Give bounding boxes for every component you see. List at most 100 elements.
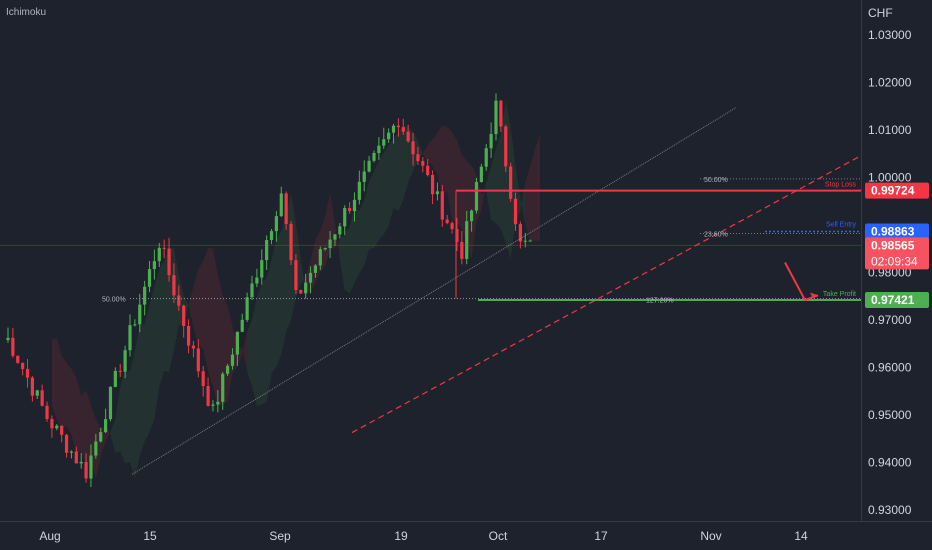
time-tick-label: 15 <box>143 529 157 543</box>
cloud-segment <box>208 247 213 387</box>
candle-body <box>104 419 108 433</box>
cloud-segment <box>354 208 360 283</box>
price-tick-label: 0.93000 <box>868 503 912 517</box>
time-tick-label: Nov <box>700 529 721 543</box>
cloud-segment <box>144 304 150 442</box>
cloud-segment <box>76 377 82 453</box>
candle-body <box>94 441 98 456</box>
cloud-segment <box>125 370 130 464</box>
fib-label: 23.60% <box>704 232 728 239</box>
cloud-segment <box>456 141 462 230</box>
candle-body <box>372 152 376 161</box>
cloud-segment <box>86 390 91 464</box>
cloud-segment <box>393 132 399 212</box>
candle-body <box>348 208 352 212</box>
candle-body <box>133 324 137 326</box>
candle-body <box>177 295 181 306</box>
candle-body <box>357 181 361 200</box>
price-tick-label: 1.00000 <box>868 171 912 185</box>
cloud-segment <box>51 337 57 420</box>
cloud-segment <box>442 125 448 195</box>
candle-body <box>455 229 459 243</box>
chart-drawings <box>0 107 862 475</box>
cloud-segment <box>383 145 389 235</box>
candle-body <box>50 419 54 429</box>
candle-body <box>40 390 44 406</box>
cloud-segment <box>496 134 501 230</box>
candle-body <box>123 350 127 372</box>
candle-body <box>11 337 15 356</box>
candle-body <box>396 125 400 128</box>
candle-body <box>143 286 147 305</box>
candle-body <box>421 161 425 166</box>
candle-body <box>279 193 283 217</box>
candle-body <box>391 125 396 133</box>
trend-channel-support <box>351 155 862 434</box>
cloud-segment <box>461 154 467 243</box>
candle-body <box>504 126 508 167</box>
candle-body <box>528 240 532 242</box>
candle-body <box>382 139 386 146</box>
candle-body <box>74 451 78 464</box>
cloud-segment <box>447 127 453 220</box>
candle-body <box>255 277 259 284</box>
sell-entry-tag-text: 0.98863 <box>871 225 915 239</box>
candle-body <box>318 249 322 266</box>
candle-body <box>230 354 235 366</box>
candle-body <box>352 199 357 212</box>
cloud-segment <box>359 199 365 273</box>
cloud-segment <box>164 247 170 372</box>
candle-body <box>250 283 254 298</box>
cloud-segment <box>422 145 428 162</box>
candle-body <box>289 223 293 261</box>
candle-body <box>313 265 318 273</box>
candle-body <box>186 325 191 346</box>
cloud-segment <box>486 166 492 220</box>
candle-body <box>79 461 83 464</box>
candle-body <box>206 386 210 406</box>
candle-body <box>430 175 435 195</box>
cloud-segment <box>266 260 272 402</box>
price-tick-label: 1.02000 <box>868 76 912 90</box>
candle-body <box>513 198 518 225</box>
candle-body <box>284 193 288 224</box>
candle-body <box>84 461 88 479</box>
time-tick-label: Sep <box>269 529 291 543</box>
fib-trend-line <box>131 107 737 475</box>
take-profit-tag <box>865 292 929 309</box>
cloud-segment <box>432 132 438 176</box>
cloud-segment <box>369 171 374 250</box>
current-price-tag <box>865 237 929 270</box>
cloud-segment <box>325 193 331 266</box>
stop-loss-tag-text: 0.99724 <box>871 184 915 198</box>
candle-body <box>99 432 103 442</box>
cloud-segment <box>66 362 72 435</box>
cloud-segment <box>212 248 218 406</box>
cloud-segment <box>247 319 252 387</box>
cloud-segment <box>349 208 355 294</box>
cloud-segment <box>61 355 67 429</box>
cloud-segment <box>217 275 223 406</box>
candle-body <box>108 386 113 420</box>
candle-body <box>338 226 342 235</box>
candle-body <box>221 373 225 402</box>
cloud-segment <box>71 368 77 453</box>
time-axis[interactable]: Aug 15 Sep 19 Oct 17 Nov 14 <box>39 529 808 543</box>
cloud-segment <box>173 248 179 351</box>
price-tick-label: 1.01000 <box>868 123 912 137</box>
cloud-segment <box>388 139 394 227</box>
candle-body <box>333 234 337 240</box>
stop-loss-label: Stop Loss <box>825 182 857 189</box>
cloud-segment <box>242 331 248 372</box>
take-profit-tag-text: 0.97421 <box>871 293 915 307</box>
candle-body <box>45 405 49 420</box>
candle-body <box>299 289 303 294</box>
cloud-segment <box>193 269 199 346</box>
candle-body <box>499 100 503 127</box>
candle-body <box>196 348 200 372</box>
candle-body <box>157 247 161 262</box>
fib-label: 50.00% <box>704 177 728 184</box>
candle-body <box>113 370 117 387</box>
candles <box>6 93 532 488</box>
